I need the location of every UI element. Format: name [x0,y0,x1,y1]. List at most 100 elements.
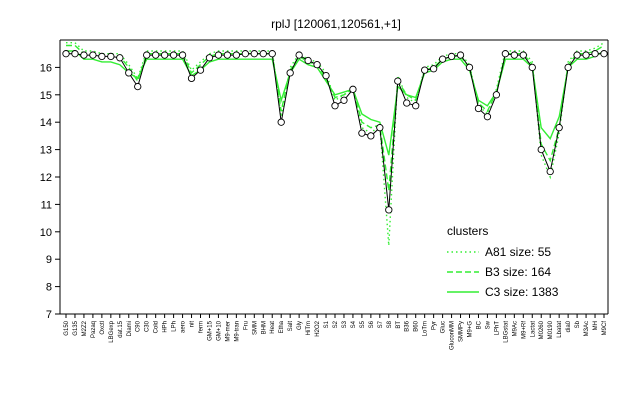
x-tick-label: B60 [414,320,420,331]
data-point [483,113,492,121]
x-tick-label: LPhT [494,321,500,336]
x-tick-label: G135 [73,320,79,335]
data-point [537,145,545,154]
data-point [160,51,169,59]
x-tick-label: ferm [199,321,205,333]
x-tick-label: Salt [288,321,294,332]
x-tick-label: S8 [387,320,393,328]
y-tick-label: 15 [40,90,52,102]
x-tick-label: LBGstat [503,321,509,343]
data-point [214,51,223,59]
data-point [403,99,411,107]
data-point [107,52,115,61]
x-tick-label: Cold [154,321,160,333]
x-tick-label: aero [181,320,187,333]
data-point [187,74,196,83]
data-point [438,55,447,63]
y-tick-label: 8 [46,282,52,294]
x-tick-label: M9+Rf [521,321,527,339]
data-point [250,50,258,58]
x-tick-label: Pazaq [91,321,97,338]
data-point [474,104,483,113]
data-point [510,51,518,59]
data-point [196,66,205,74]
data-point [313,61,321,69]
data-point [421,66,429,74]
y-tick-label: 13 [40,145,52,157]
x-tick-label: C90 [136,320,142,332]
x-tick-label: nit [190,321,196,328]
data-point [71,50,79,58]
data-point [349,85,357,93]
data-point [394,77,402,85]
x-tick-label: LoTm [423,321,429,336]
x-tick-label: Heat [270,321,276,334]
data-point [322,71,330,80]
x-tick-label: M2Z2 [82,320,88,336]
y-tick-label: 9 [46,254,52,266]
x-tick-label: Fru [243,321,249,330]
data-point [304,56,312,65]
x-tick-label: GM+15 [207,320,213,341]
data-point [519,51,527,59]
x-tick-label: C30 [145,320,151,332]
data-point [152,51,160,59]
data-point [169,51,178,59]
legend: clusters A81 size: 55 B3 size: 164 C3 si… [447,224,559,299]
x-tick-label: dia0 [566,320,572,332]
series-line-dashed [66,44,605,191]
data-point [241,50,249,58]
x-tick-label: S5 [360,320,366,328]
x-tick-label: S4 [351,320,357,328]
data-point [143,51,151,59]
x-tick-label: S1 [324,320,330,328]
x-tick-label: M9Cf [602,321,608,336]
x-tick-label: M9+G [468,321,474,338]
data-point [358,129,366,137]
x-tick-label: Lactat [530,321,536,338]
data-point [582,51,590,59]
data-point [501,50,510,58]
data-point [600,50,608,58]
data-point [232,51,241,59]
data-point [134,82,142,91]
x-tick-label: LPh [172,321,178,332]
x-tick-label: GM+10 [216,320,222,341]
data-point [268,50,276,58]
x-tick-label: BHM [261,321,267,334]
data-point [125,69,133,77]
x-tick-label: Gluc [441,321,447,333]
legend-label-b3: B3 size: 164 [485,265,551,279]
y-tick-label: 12 [40,172,52,184]
x-tick-label: M9-mer [225,321,231,342]
data-point [62,50,70,58]
data-point [447,52,456,61]
x-tick-label: HPh [163,321,169,333]
data-point [89,51,97,59]
x-tick-label: M9Ac [512,321,518,336]
plot-area [62,42,608,246]
data-point [546,167,554,176]
x-tick-label: Lbatat [557,321,563,338]
data-point [385,206,393,214]
x-tick-label: M3Ac [584,321,590,336]
x-tick-label: Sb [575,320,581,328]
legend-label-a81: A81 size: 55 [485,245,551,259]
data-point [465,63,474,72]
data-point [564,63,572,72]
data-point [412,102,420,110]
data-point [178,51,187,59]
data-point [376,124,384,132]
x-tick-label: S2 [333,320,339,328]
x-tick-label: BC [476,320,482,329]
series-line-points [66,53,604,210]
data-point [340,96,348,104]
data-point [116,54,124,62]
data-point [555,124,563,132]
legend-title: clusters [447,224,488,238]
x-tick-label: S7 [378,320,384,328]
data-point [456,51,465,59]
x-tick-label: M0260 [539,320,545,339]
